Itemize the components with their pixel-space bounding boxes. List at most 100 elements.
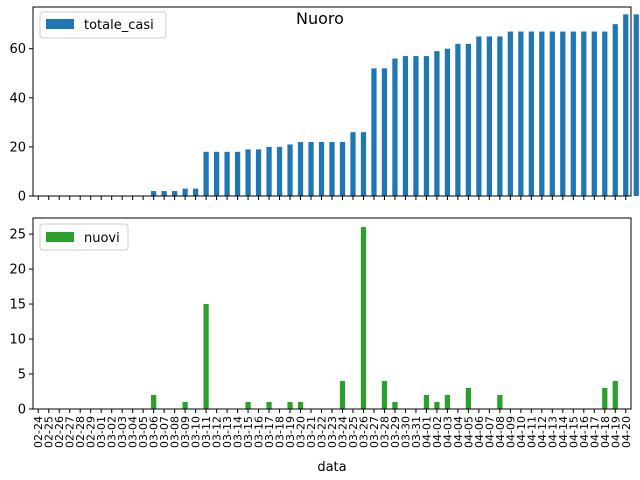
- top-plot-frame: [32, 6, 632, 197]
- bottom-bar: [612, 381, 618, 409]
- top-x-ticks: [37, 196, 627, 200]
- x-tick-label: 04-07: [483, 416, 496, 448]
- bottom-bar: [266, 402, 272, 409]
- top-axes: 0 20 40 60 totale_casi: [9, 6, 639, 205]
- x-tick-label: 04-19: [609, 416, 622, 448]
- x-tick-label: 04-05: [462, 416, 475, 448]
- x-tick-label: 03-15: [242, 416, 255, 448]
- top-bar: [381, 68, 388, 196]
- bottom-bar: [423, 395, 430, 409]
- bottom-axes: 0 5 10 15 20 25 02-2402-2502-2602-2702-2802-2…: [9, 217, 633, 475]
- bottom-bar: [339, 381, 346, 409]
- x-tick-label: 04-06: [473, 416, 486, 448]
- x-tick-label: 03-16: [253, 416, 266, 448]
- top-bar: [591, 31, 597, 196]
- x-tick-label: 02-25: [43, 416, 56, 448]
- x-tick-label: 04-17: [588, 416, 601, 448]
- x-tick-label: 04-18: [599, 416, 612, 448]
- top-bars: [151, 14, 639, 197]
- top-bar: [224, 151, 230, 196]
- x-tick-label: 03-02: [106, 416, 119, 448]
- x-tick-label: 04-03: [441, 416, 454, 448]
- top-legend-label: totale_casi: [84, 18, 154, 33]
- x-tick-label: 03-07: [158, 416, 171, 448]
- x-tick-label: 03-21: [305, 416, 318, 448]
- bottom-bar: [297, 402, 304, 409]
- x-tick-label: 02-24: [32, 416, 45, 448]
- top-bar: [560, 31, 566, 196]
- bottom-bar: [360, 227, 367, 409]
- bottom-bar: [434, 402, 440, 409]
- x-tick-label: 04-16: [578, 416, 591, 448]
- x-tick-label: 04-14: [557, 416, 570, 448]
- top-bar: [287, 144, 293, 196]
- top-bar: [402, 56, 409, 197]
- top-bar: [266, 146, 272, 196]
- top-bar: [182, 188, 188, 196]
- x-tick-label: 02-29: [85, 416, 98, 448]
- x-tick-label: 02-27: [64, 416, 77, 448]
- bottom-y-tick-label: 20: [9, 263, 26, 278]
- x-tick-label: 04-13: [546, 416, 559, 448]
- bottom-y-tick-label: 25: [9, 228, 26, 243]
- x-tick-label: 04-09: [504, 416, 517, 448]
- top-y-tick-label: 40: [9, 91, 26, 106]
- bottom-legend: nuovi: [39, 223, 129, 251]
- top-y-tick-label: 0: [18, 190, 26, 205]
- bottom-bar: [381, 381, 388, 409]
- top-bar: [423, 56, 430, 197]
- x-tick-label: 04-11: [525, 416, 538, 448]
- x-tick-label: 03-08: [169, 416, 182, 448]
- top-bar: [518, 31, 524, 196]
- top-y-tick-label: 60: [9, 42, 26, 57]
- x-tick-label: 03-23: [326, 416, 339, 448]
- x-tick-label: 03-05: [137, 416, 150, 448]
- bottom-bar: [151, 395, 157, 409]
- bottom-y-tick-label: 0: [18, 403, 26, 418]
- x-tick-label: 03-06: [148, 416, 161, 448]
- x-tick-label: 04-04: [452, 416, 465, 448]
- bottom-bar: [287, 402, 293, 409]
- top-bar: [213, 151, 220, 196]
- top-bar: [444, 48, 451, 197]
- x-tick-label: 04-08: [494, 416, 507, 448]
- top-bar: [507, 31, 513, 196]
- x-tick-label: 03-18: [274, 416, 287, 448]
- top-bar: [455, 43, 461, 196]
- top-bar: [434, 51, 440, 197]
- x-tick-label: 03-26: [357, 416, 370, 448]
- bottom-plot-frame: [32, 217, 632, 410]
- bottom-bar: [602, 388, 608, 409]
- x-tick-label: 02-28: [74, 416, 87, 448]
- x-tick-label: 03-29: [389, 416, 402, 448]
- x-tick-label: 03-31: [410, 416, 423, 448]
- top-bar: [339, 142, 346, 196]
- top-bar: [360, 132, 367, 196]
- top-bar: [318, 142, 325, 196]
- top-bar: [329, 142, 335, 196]
- top-bar: [486, 36, 492, 197]
- x-tick-label: 03-28: [378, 416, 391, 448]
- bottom-bar: [203, 304, 209, 409]
- bottom-y-ticks: 0 5 10 15 20 25: [9, 228, 33, 418]
- x-axis-label: data: [317, 460, 346, 475]
- x-tick-label: 03-24: [336, 416, 349, 448]
- chart-title: Nuoro: [296, 9, 344, 28]
- bottom-bar: [245, 402, 251, 409]
- top-legend: totale_casi: [39, 11, 167, 39]
- top-bar: [465, 43, 472, 196]
- x-tick-label: 03-20: [295, 416, 308, 448]
- bottom-bars: [151, 227, 618, 409]
- top-bar: [192, 188, 199, 196]
- bottom-legend-label: nuovi: [84, 231, 120, 246]
- top-bar: [539, 31, 545, 196]
- x-tick-label: 04-02: [431, 416, 444, 448]
- top-bar: [392, 58, 398, 196]
- top-bar: [497, 36, 503, 197]
- top-bar: [276, 146, 283, 196]
- x-tick-label: 03-14: [232, 416, 245, 448]
- top-legend-swatch: [46, 19, 74, 29]
- top-bar: [297, 142, 304, 196]
- bottom-legend-box: [39, 223, 129, 251]
